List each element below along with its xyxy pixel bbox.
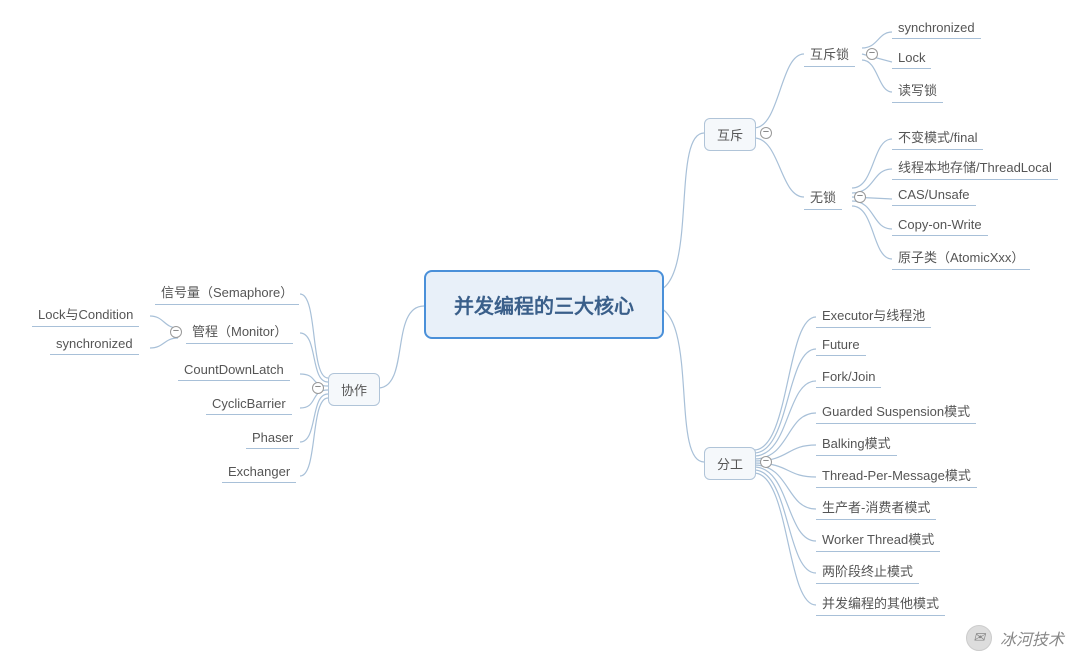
leaf-sem: 信号量（Semaphore） bbox=[155, 280, 299, 305]
leaf: 读写锁 bbox=[892, 78, 943, 103]
leaf-exch: Exchanger bbox=[222, 462, 296, 483]
watermark-text: 冰河技术 bbox=[1000, 626, 1064, 650]
leaf-cb: CyclicBarrier bbox=[206, 394, 292, 415]
root-node: 并发编程的三大核心 bbox=[424, 270, 664, 339]
toggle-icon[interactable]: − bbox=[854, 191, 866, 203]
leaf: CAS/Unsafe bbox=[892, 185, 976, 206]
branch-xiezuo[interactable]: 协作 bbox=[328, 373, 380, 406]
leaf: 生产者-消费者模式 bbox=[816, 495, 936, 520]
leaf: synchronized bbox=[50, 334, 139, 355]
branch-huchi[interactable]: 互斥 bbox=[704, 118, 756, 151]
leaf: Lock与Condition bbox=[32, 302, 139, 327]
leaf: 不变模式/final bbox=[892, 125, 983, 150]
leaf: Copy-on-Write bbox=[892, 215, 988, 236]
node-monitor[interactable]: 管程（Monitor） bbox=[186, 319, 293, 344]
leaf: Balking模式 bbox=[816, 431, 897, 456]
wechat-icon: ✉ bbox=[966, 625, 992, 651]
node-husuosuo[interactable]: 互斥锁 bbox=[804, 42, 855, 67]
leaf: Lock bbox=[892, 48, 931, 69]
leaf: 并发编程的其他模式 bbox=[816, 591, 945, 616]
leaf: Guarded Suspension模式 bbox=[816, 399, 976, 424]
leaf: 线程本地存储/ThreadLocal bbox=[892, 155, 1058, 180]
toggle-icon[interactable]: − bbox=[760, 127, 772, 139]
toggle-icon[interactable]: − bbox=[760, 456, 772, 468]
leaf: Thread-Per-Message模式 bbox=[816, 463, 977, 488]
leaf: Worker Thread模式 bbox=[816, 527, 940, 552]
leaf: 两阶段终止模式 bbox=[816, 559, 919, 584]
node-wusuo[interactable]: 无锁 bbox=[804, 185, 842, 210]
branch-fengong[interactable]: 分工 bbox=[704, 447, 756, 480]
leaf: Executor与线程池 bbox=[816, 303, 931, 328]
leaf: Future bbox=[816, 335, 866, 356]
leaf: Fork/Join bbox=[816, 367, 881, 388]
leaf: 原子类（AtomicXxx） bbox=[892, 245, 1030, 270]
toggle-icon[interactable]: − bbox=[170, 326, 182, 338]
leaf-phaser: Phaser bbox=[246, 428, 299, 449]
watermark: ✉ 冰河技术 bbox=[966, 625, 1064, 651]
toggle-icon[interactable]: − bbox=[866, 48, 878, 60]
leaf: synchronized bbox=[892, 18, 981, 39]
toggle-icon[interactable]: − bbox=[312, 382, 324, 394]
leaf-cdl: CountDownLatch bbox=[178, 360, 290, 381]
